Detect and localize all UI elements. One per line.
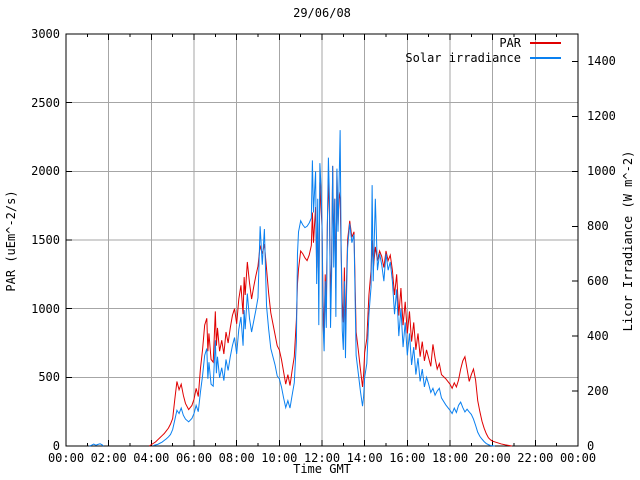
x-tick-label: 00:00 (47, 451, 85, 465)
y-right-tick-label: 1000 (587, 164, 616, 179)
x-axis-label: Time GMT (293, 462, 351, 476)
legend-entry-solar-irradiance: Solar irradiance (405, 50, 561, 65)
legend-entry-par: PAR (405, 35, 561, 50)
y-left-tick-label: 500 (38, 370, 60, 385)
x-tick-label: 04:00 (133, 451, 170, 465)
legend-line-sample-par (530, 41, 561, 44)
legend: PAR Solar irradiance (405, 35, 561, 65)
y-left-tick-label: 2000 (31, 164, 60, 179)
y-right-tick-label: 1400 (587, 54, 616, 69)
legend-label-solar-irradiance: Solar irradiance (405, 50, 521, 65)
y-axis-label-left: PAR (uEm^-2/s) (4, 190, 18, 292)
y-right-tick-label: 200 (587, 384, 609, 399)
x-tick-label: 16:00 (389, 451, 426, 465)
chart-title: 29/06/08 (293, 6, 351, 20)
x-tick-label: 02:00 (90, 451, 127, 465)
y-right-tick-label: 0 (587, 439, 595, 453)
x-tick-label: 22:00 (517, 451, 554, 465)
y-right-tick-label: 600 (587, 274, 609, 289)
y-right-tick-label: 1200 (587, 109, 616, 124)
x-tick-label: 14:00 (346, 451, 383, 465)
y-left-tick-label: 1500 (31, 233, 60, 247)
x-tick-label: 08:00 (218, 451, 255, 465)
y-axis-label-right: Licor Irradiance (W m^-2) (621, 150, 635, 332)
x-tick-label: 12:00 (303, 451, 341, 465)
x-tick-label: 00:00 (559, 451, 597, 465)
y-right-tick-label: 800 (587, 219, 609, 234)
x-tick-label: 06:00 (175, 451, 213, 465)
series-line-solar-irradiance (89, 130, 495, 447)
y-left-tick-label: 2500 (31, 95, 60, 110)
y-right-tick-label: 400 (587, 329, 609, 344)
x-tick-label: 10:00 (261, 451, 298, 465)
legend-line-sample-solar-irradiance (530, 56, 561, 59)
legend-label-par: PAR (499, 35, 521, 50)
y-left-tick-label: 3000 (31, 27, 60, 41)
x-tick-label: 20:00 (474, 451, 511, 465)
y-left-tick-label: 0 (52, 439, 60, 453)
y-left-tick-label: 1000 (31, 301, 60, 316)
x-tick-label: 18:00 (431, 451, 469, 465)
